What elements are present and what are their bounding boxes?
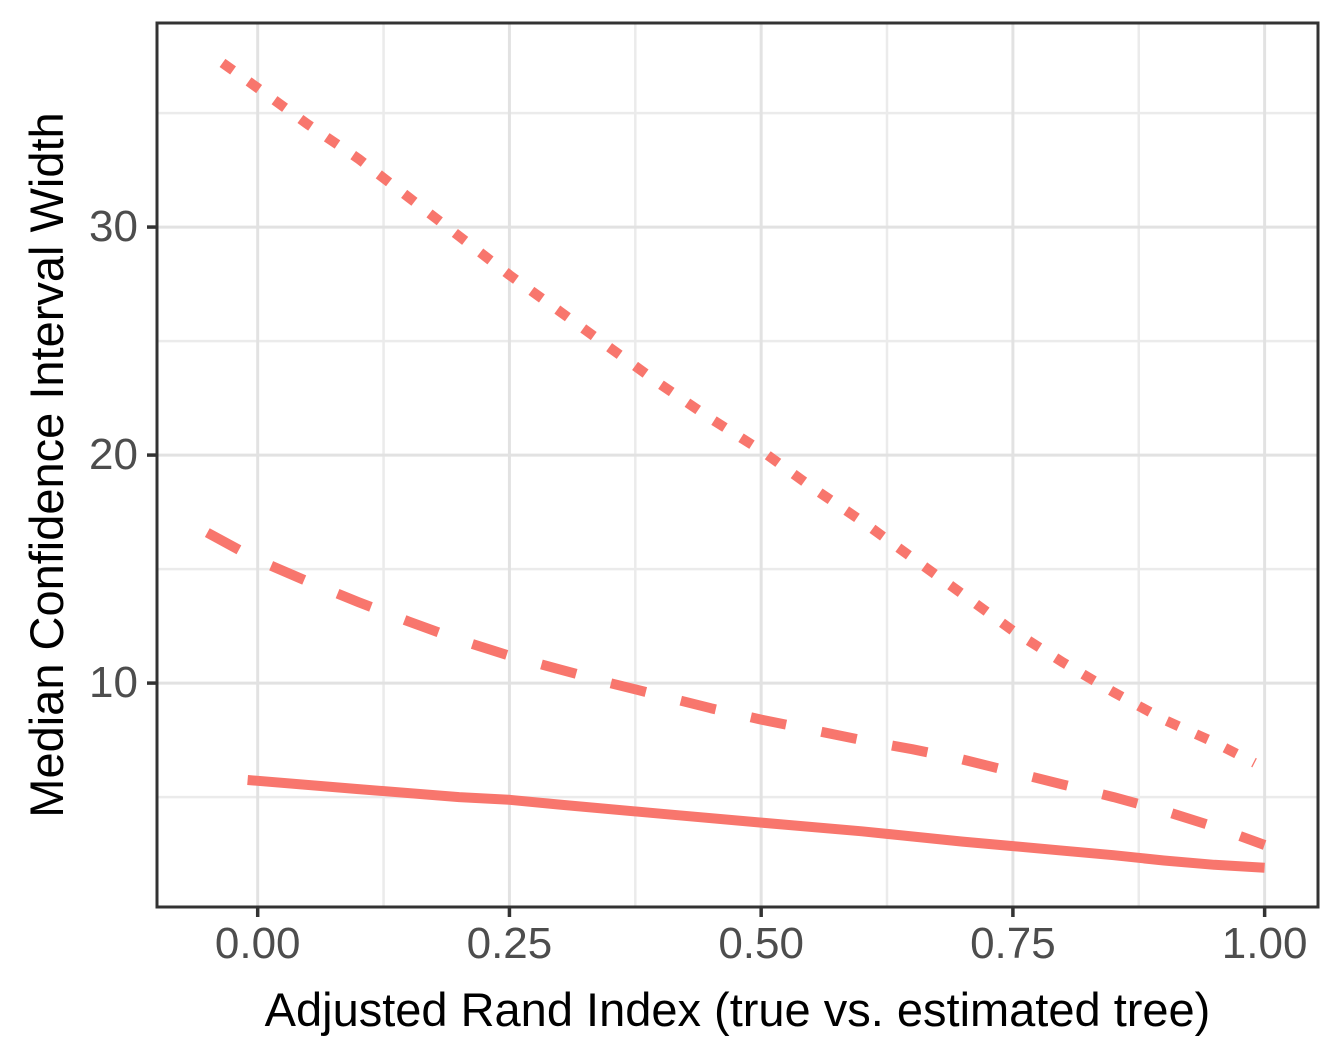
panel-border [155,21,1320,909]
solid-line [247,775,1265,873]
x-tick-label: 1.00 [1221,919,1308,968]
x-tick-label: 0.00 [214,919,301,968]
x-tick-label: 0.50 [718,919,804,968]
y-tick-label: 20 [89,430,138,480]
x-tick-label: 0.75 [970,919,1056,968]
x-axis-title: Adjusted Rand Index (true vs. estimated … [264,983,1211,1036]
x-tick-label: 0.25 [466,919,553,968]
y-tick-label: 10 [89,658,138,708]
dotted-line [219,58,1257,768]
y-tick-label: 30 [89,202,138,252]
y-axis-title: Median Confidence Interval Width [20,112,73,818]
